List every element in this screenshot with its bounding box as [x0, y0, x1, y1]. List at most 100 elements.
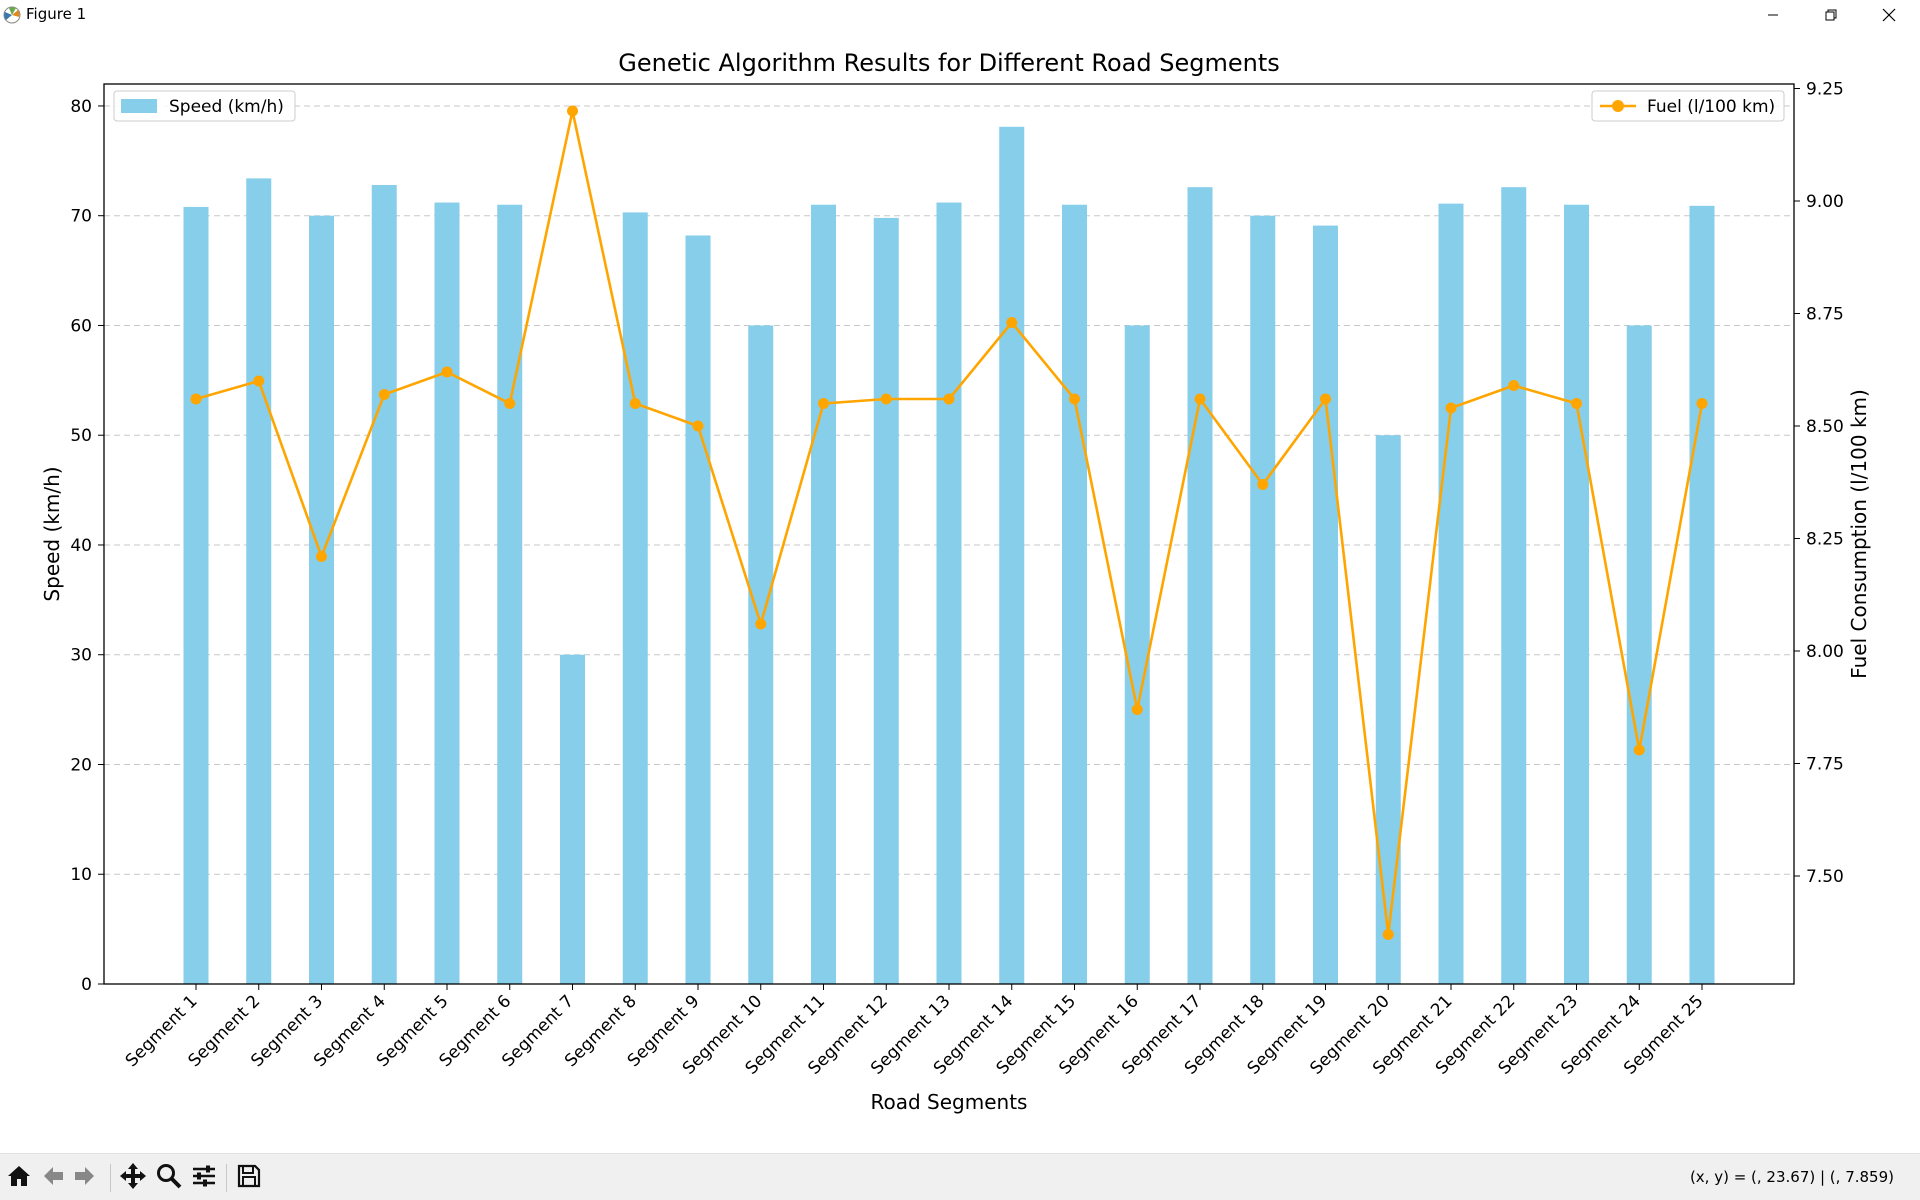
configure-subplots-button[interactable] — [187, 1162, 221, 1194]
window-title: Figure 1 — [26, 5, 87, 23]
y-tick-label: 40 — [70, 536, 92, 556]
home-button[interactable] — [2, 1162, 36, 1194]
speed-bar — [873, 217, 899, 984]
home-icon — [6, 1163, 32, 1193]
speed-bar — [309, 215, 334, 984]
speed-legend-label: Speed (km/h) — [169, 97, 284, 117]
speed-bar — [1250, 215, 1276, 984]
title-bar: Figure 1 — [0, 0, 1920, 30]
fuel-point — [190, 393, 202, 405]
right-y-axis-ticks: 7.50 7.75 8.00 8.25 8.50 8.75 9.00 9.25 — [1794, 80, 1844, 887]
configure-subplots-icon — [191, 1163, 217, 1193]
toolbar-separator — [226, 1164, 227, 1192]
speed-bar — [936, 202, 962, 984]
speed-bar — [1124, 325, 1150, 985]
speed-legend-box — [113, 90, 296, 122]
fuel-point — [1508, 380, 1520, 391]
pan-button[interactable] — [116, 1162, 150, 1194]
maximize-button[interactable] — [1802, 0, 1860, 30]
speed-bar — [1187, 187, 1213, 985]
speed-legend-swatch — [121, 99, 157, 113]
minimize-button[interactable] — [1744, 0, 1802, 30]
fuel-point — [1571, 398, 1582, 409]
fuel-point — [1445, 402, 1457, 414]
toolbar-separator — [110, 1164, 111, 1192]
speed-bar — [622, 212, 648, 985]
fuel-point — [1696, 398, 1708, 409]
speed-bar — [748, 325, 774, 985]
speed-bar — [811, 204, 836, 985]
chart-title: Genetic Algorithm Results for Different … — [618, 49, 1280, 77]
fuel-point — [1131, 704, 1143, 715]
y-axis-label: Speed (km/h) — [40, 466, 64, 601]
fuel-point — [629, 398, 641, 409]
y-tick-label: 60 — [70, 316, 92, 336]
y-tick-label: 50 — [70, 426, 92, 446]
figure-canvas[interactable]: Genetic Algorithm Results for Different … — [0, 30, 1920, 1153]
left-y-axis-ticks: 0 10 20 30 40 50 60 70 80 — [70, 97, 104, 995]
navigation-toolbar: (x, y) = (, 23.67) | (, 7.859) — [0, 1153, 1920, 1200]
speed-bar — [434, 202, 460, 984]
fuel-point — [1320, 393, 1331, 405]
fuel-point — [1069, 393, 1080, 405]
back-button[interactable] — [36, 1162, 70, 1194]
speed-bar — [371, 184, 397, 985]
matplotlib-icon — [2, 5, 22, 25]
speed-bar — [560, 654, 585, 984]
fuel-legend-box — [1591, 90, 1785, 122]
fuel-point — [1257, 479, 1269, 490]
fuel-point — [316, 551, 327, 562]
y-tick-label: 20 — [70, 755, 92, 775]
y-tick-label: 70 — [70, 207, 92, 227]
fuel-line — [190, 105, 1708, 940]
speed-bar — [1062, 204, 1087, 985]
speed-bar — [497, 204, 523, 985]
fuel-point — [755, 618, 767, 630]
cursor-coordinates: (x, y) = (, 23.67) | (, 7.859) — [1689, 1168, 1894, 1186]
y-tick-label: 80 — [70, 97, 92, 117]
fuel-point — [253, 375, 265, 387]
fuel-point — [1006, 317, 1018, 328]
y2-tick-label: 9.00 — [1806, 192, 1844, 212]
fuel-point — [504, 398, 516, 409]
minimize-icon — [1767, 9, 1779, 21]
fuel-point — [1382, 929, 1394, 940]
y-tick-label: 10 — [70, 865, 92, 885]
save-floppy-icon — [236, 1163, 262, 1193]
save-button[interactable] — [232, 1162, 266, 1194]
close-icon — [1882, 8, 1896, 22]
fuel-point — [692, 420, 704, 432]
fuel-point — [441, 366, 453, 378]
speed-bar — [1689, 205, 1715, 984]
speed-bars — [183, 126, 1715, 985]
forward-arrow-icon — [72, 1163, 98, 1193]
fuel-point — [943, 393, 955, 405]
fuel-point — [567, 105, 578, 117]
y2-tick-label: 8.75 — [1806, 305, 1844, 325]
close-button[interactable] — [1860, 0, 1918, 30]
fuel-legend: Fuel (l/100 km) — [1591, 90, 1785, 122]
speed-legend: Speed (km/h) — [113, 90, 296, 122]
y-tick-label: 30 — [70, 646, 92, 666]
speed-bar — [246, 178, 272, 984]
y2-tick-label: 8.50 — [1806, 417, 1844, 437]
zoom-button[interactable] — [152, 1162, 186, 1194]
speed-bar — [183, 206, 209, 985]
speed-bar — [1375, 435, 1401, 985]
fuel-point — [880, 393, 892, 405]
fuel-point — [1633, 744, 1645, 756]
y-tick-label: 0 — [81, 975, 92, 995]
fuel-point — [1194, 393, 1206, 405]
forward-button[interactable] — [68, 1162, 102, 1194]
speed-bar — [999, 126, 1025, 985]
pan-move-icon — [119, 1162, 147, 1194]
y2-tick-label: 9.25 — [1806, 80, 1844, 100]
y2-axis-label: Fuel Consumption (l/100 km) — [1847, 389, 1871, 679]
y2-tick-label: 7.75 — [1806, 755, 1844, 775]
speed-bar — [1564, 204, 1589, 985]
y2-tick-label: 7.50 — [1806, 867, 1844, 887]
y2-tick-label: 8.25 — [1806, 530, 1844, 550]
chart: Genetic Algorithm Results for Different … — [40, 49, 1871, 1114]
fuel-point — [818, 398, 829, 409]
